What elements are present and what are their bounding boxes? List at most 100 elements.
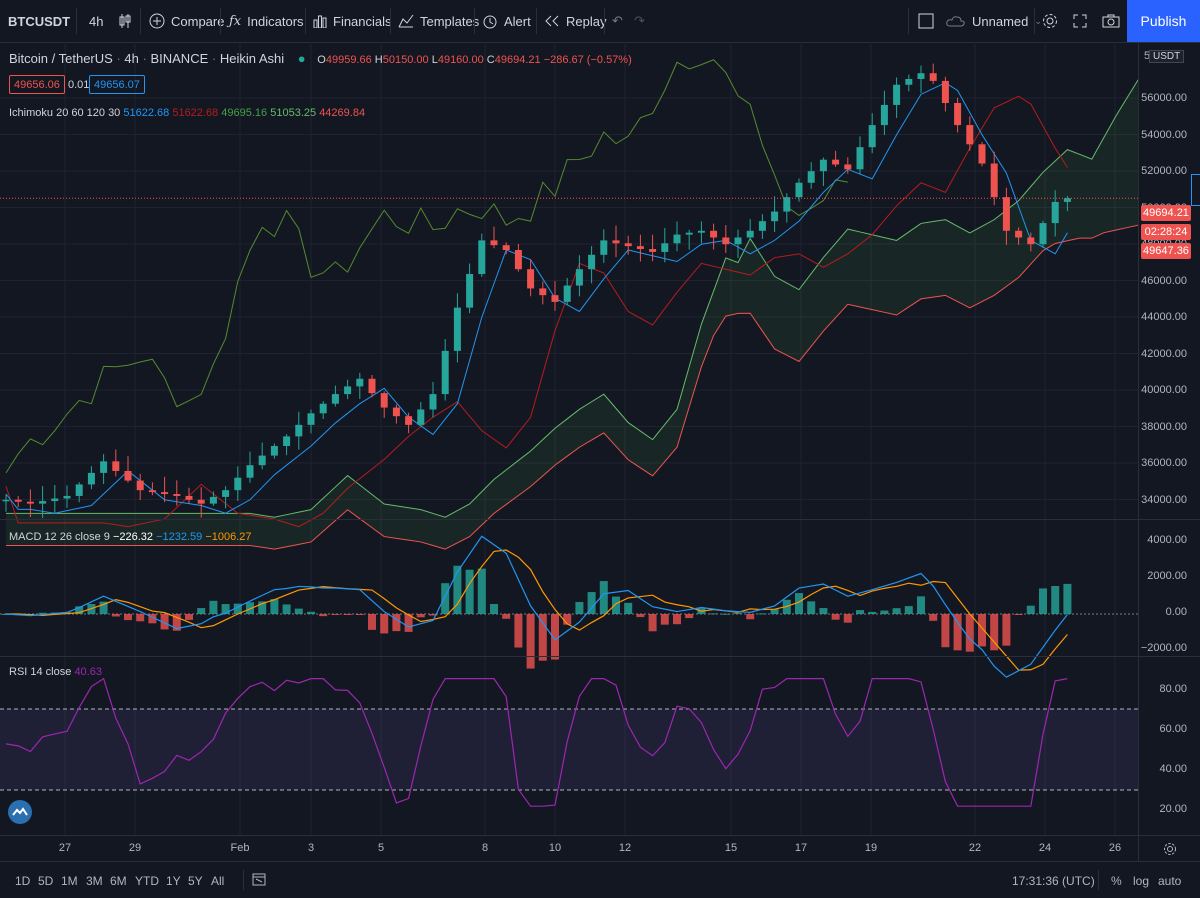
snapshot-button[interactable] [1102, 0, 1120, 42]
layout-menu-button[interactable]: Unnamed ⌄ [946, 0, 1042, 42]
price-label-partial: 5 [1144, 50, 1151, 62]
publish-button[interactable]: Publish [1127, 0, 1200, 42]
replay-button[interactable]: Replay [544, 0, 606, 42]
range-button-5d[interactable]: 5D [38, 874, 54, 888]
currency-button[interactable]: USDT [1149, 50, 1185, 63]
macd-histogram-bar [319, 614, 328, 617]
sell-button[interactable]: 49656.06 [9, 75, 65, 94]
range-button-6m[interactable]: 6M [110, 874, 127, 888]
candle-body [539, 288, 547, 296]
candle-body [197, 499, 205, 504]
redo-icon[interactable]: ↷ [634, 13, 645, 28]
candle-body [990, 163, 998, 198]
settings-button[interactable] [1042, 0, 1058, 42]
chart-svg [0, 42, 1138, 835]
close-label: C [486, 54, 495, 66]
pane-divider[interactable] [0, 519, 1200, 520]
sell-price: 49656.06 [14, 78, 60, 91]
macd-histogram-bar [660, 614, 669, 625]
date-range-button[interactable] [252, 872, 266, 889]
financials-button[interactable]: Financials [313, 0, 392, 42]
market-status-icon[interactable]: ● [297, 51, 306, 66]
symbol-search-button[interactable]: BTCUSDT [8, 0, 70, 42]
toolbar-divider [305, 8, 306, 34]
main-legend: Bitcoin / TetherUS · 4h · BINANCE · Heik… [9, 51, 632, 66]
candle-body [417, 409, 425, 425]
auto-toggle[interactable]: auto [1158, 874, 1182, 888]
log-toggle[interactable]: log [1133, 874, 1150, 888]
macd-legend[interactable]: MACD 12 26 close 9 −226.32 −1232.59 −100… [9, 531, 252, 543]
candle-body [893, 84, 901, 105]
macd-axis-label: 2000.00 [1147, 570, 1187, 582]
macd-histogram-bar [880, 610, 889, 614]
candle-body [1027, 237, 1035, 245]
fullscreen-button[interactable] [1073, 0, 1087, 42]
pane-divider[interactable] [0, 656, 1200, 657]
range-button-5y[interactable]: 5Y [188, 874, 203, 888]
rsi-value: 40.63 [74, 666, 102, 678]
interval-button[interactable]: 4h [89, 0, 103, 42]
symbol-label: BTCUSDT [8, 13, 71, 29]
chart-style-button[interactable] [118, 0, 132, 42]
ichimoku-lead1: 51053.25 [270, 107, 317, 119]
macd-histogram-bar [904, 606, 913, 614]
indicators-label: Indicators [247, 13, 304, 29]
undo-icon[interactable]: ↶ [612, 13, 623, 28]
buy-button[interactable]: 49656.07 [89, 75, 145, 94]
candle-body [1002, 197, 1010, 231]
macd-histogram-bar [709, 613, 718, 615]
macd-histogram-bar [1014, 614, 1023, 615]
alert-button[interactable]: Alert [482, 0, 531, 42]
time-axis[interactable]: 27 29 Feb 3 5 8 10 12 15 17 19 22 24 26 [0, 835, 1138, 862]
candle-body [783, 197, 791, 212]
macd-signal-value: −1006.27 [205, 531, 252, 543]
range-button-1d[interactable]: 1D [15, 874, 31, 888]
candle-body [661, 243, 669, 252]
macd-histogram-bar [490, 603, 498, 614]
macd-histogram-bar [477, 568, 486, 614]
candle-body [649, 249, 657, 252]
toolbar-divider [536, 8, 537, 34]
candle-body [173, 494, 181, 496]
macd-histogram-bar [99, 601, 108, 614]
gear-icon [1043, 14, 1057, 28]
time-axis-label: 8 [481, 842, 489, 854]
range-button-1y[interactable]: 1Y [166, 874, 181, 888]
candle-body [136, 480, 144, 491]
price-axis[interactable]: 5 USDT 56000.0054000.0052000.0050000.004… [1138, 42, 1200, 860]
range-button-ytd[interactable]: YTD [135, 874, 159, 888]
candle-body [441, 350, 449, 395]
compare-button[interactable]: Compare [149, 0, 224, 42]
ichimoku-legend[interactable]: Ichimoku 20 60 120 30 51622.68 51622.68 … [9, 107, 365, 119]
candle-body [575, 269, 583, 286]
utc-clock[interactable]: 17:31:36 (UTC) [1012, 874, 1095, 888]
scale-handle[interactable] [1191, 174, 1200, 206]
replay-label: Replay [566, 13, 607, 29]
tradingview-logo[interactable] [8, 800, 32, 824]
range-button-1m[interactable]: 1M [61, 874, 78, 888]
range-button-all[interactable]: All [211, 874, 225, 888]
fullscreen-toggle[interactable] [918, 0, 934, 42]
camera-icon [1102, 14, 1120, 28]
templates-button[interactable]: Templates [398, 0, 479, 42]
macd-histogram-bar [636, 614, 645, 618]
macd-signal-line [6, 549, 1068, 671]
price-axis-label: 52000.00 [1141, 165, 1187, 177]
time-axis-label: 3 [307, 842, 315, 854]
candle-body [624, 243, 632, 247]
percent-toggle[interactable]: % [1111, 874, 1122, 888]
candle-body [319, 403, 327, 414]
layout-name: Unnamed [972, 13, 1029, 29]
rsi-legend[interactable]: RSI 14 close 40.63 [9, 666, 102, 678]
indicators-button[interactable]: ƒx Indicators [229, 0, 304, 42]
chart-settings-button[interactable] [1138, 835, 1200, 862]
range-button-3m[interactable]: 3M [86, 874, 103, 888]
chart-canvas[interactable] [0, 42, 1138, 860]
price-axis-label: 36000.00 [1141, 457, 1187, 469]
candle-body [87, 472, 95, 485]
candle-body [673, 234, 681, 244]
candle-body [2, 499, 10, 502]
open-label: O [317, 54, 326, 66]
macd-label: MACD 12 26 close 9 [9, 531, 110, 543]
price-axis-label: 54000.00 [1141, 128, 1187, 141]
